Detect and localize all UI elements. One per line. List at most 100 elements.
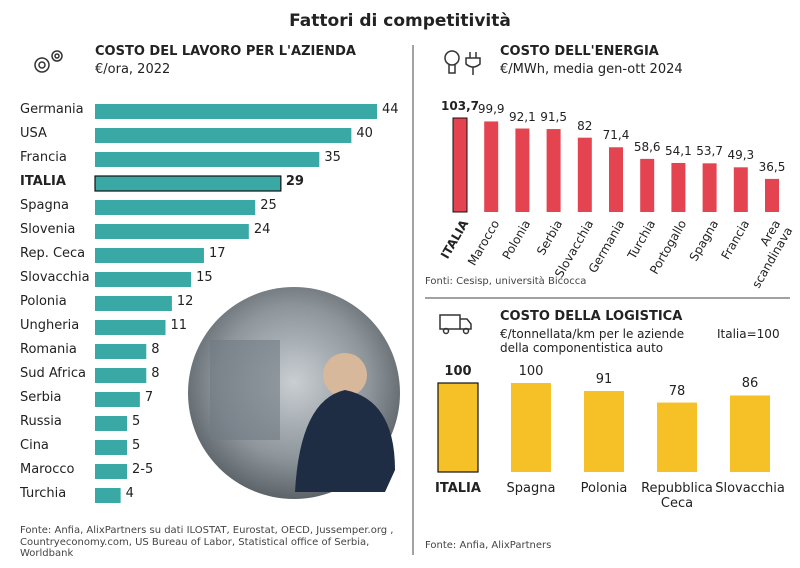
category-label: Serbia [20, 390, 62, 405]
value-label: 53,7 [696, 144, 723, 159]
category-label: Ungheria [20, 318, 80, 333]
bar [95, 224, 249, 239]
bar [95, 488, 121, 503]
value-label: 92,1 [509, 109, 536, 124]
energy-icon [444, 50, 481, 75]
bar [452, 117, 468, 213]
value-label: 54,1 [665, 143, 692, 158]
category-label: Slovenia [20, 222, 76, 237]
bar [511, 383, 551, 472]
category-label: ITALIA [435, 481, 481, 496]
bar [640, 158, 655, 212]
category-label: Slovacchia [715, 481, 785, 496]
value-label: 8 [151, 342, 160, 357]
value-label: 100 [444, 364, 472, 379]
bar [95, 248, 204, 263]
truck-icon [439, 314, 472, 335]
chart-title: COSTO DELLA LOGISTICA [500, 309, 683, 324]
bar [484, 121, 499, 212]
gear-icon [34, 50, 63, 73]
category-label: Marocco [20, 462, 75, 477]
chart-subtitle: €/tonnellata/km per le aziende della com… [500, 327, 685, 355]
value-label: 15 [196, 270, 213, 285]
bar [577, 137, 592, 212]
value-label: 17 [208, 246, 226, 261]
bar [437, 382, 479, 473]
value-label: 58,6 [633, 139, 661, 154]
category-label: Russia [20, 414, 62, 429]
bar [95, 320, 166, 335]
value-label: 5 [132, 438, 141, 453]
bar [546, 129, 561, 212]
page-title: Fattori di competitività [289, 11, 511, 31]
value-label: 35 [324, 150, 341, 165]
value-label: 86 [741, 376, 759, 392]
bar [730, 395, 770, 472]
source-note: Fonte: Anfia, AlixPartners su dati ILOST… [20, 525, 394, 559]
category-label: Germania [20, 102, 84, 117]
category-label: USA [20, 126, 47, 141]
bar [702, 163, 717, 212]
bar [95, 200, 256, 215]
value-label: 91 [595, 372, 613, 387]
chart-title: COSTO DEL LAVORO PER L'AZIENDA [95, 44, 356, 59]
bar [95, 344, 147, 359]
category-label: Spagna [506, 481, 556, 496]
category-label: Sud Africa [20, 366, 86, 381]
value-label: 12 [176, 294, 194, 309]
value-label: 103,7 [441, 99, 479, 113]
category-label: Francia [20, 150, 67, 165]
value-label: 99,9 [477, 102, 505, 117]
category-label: Cina [20, 438, 49, 453]
value-label: 24 [253, 222, 271, 237]
category-label: Rep. Ceca [20, 246, 86, 261]
bar [609, 147, 623, 212]
source-note: Fonti: Cesisp, università Bicocca [425, 276, 587, 287]
bar [95, 464, 128, 479]
value-label: 44 [382, 102, 399, 117]
bar [95, 272, 192, 287]
value-label: 4 [125, 486, 134, 501]
category-label: Slovacchia [20, 270, 90, 285]
value-label: 78 [668, 383, 686, 399]
bar [95, 104, 377, 119]
value-label: 91,5 [540, 110, 567, 125]
value-label: 5 [132, 414, 141, 429]
bar [765, 178, 779, 212]
value-label: 82 [577, 118, 593, 133]
value-label: 49,3 [727, 148, 755, 163]
category-label: Polonia [20, 294, 67, 309]
value-label: 8 [151, 366, 160, 381]
chart-note: Italia=100 [717, 327, 780, 341]
value-label: 36,5 [758, 159, 786, 174]
chart-subtitle: €/ora, 2022 [95, 62, 171, 77]
bar [95, 152, 320, 167]
category-label: Spagna [20, 198, 69, 213]
photo [188, 287, 400, 499]
bar [515, 128, 530, 212]
value-label: 100 [518, 364, 544, 379]
category-label: Romania [20, 342, 77, 357]
category-label: ITALIA [20, 174, 66, 189]
source-note: Fonte: Anfia, AlixPartners [425, 540, 552, 551]
value-label: 40 [356, 126, 373, 141]
bar [95, 368, 147, 383]
bar [584, 391, 624, 472]
bar [95, 296, 172, 311]
bar [671, 162, 686, 212]
category-label: Polonia [580, 481, 628, 496]
category-label: Repubblica Ceca [641, 481, 713, 511]
value-label: 7 [144, 390, 154, 405]
bar [95, 440, 128, 455]
value-label: 25 [260, 198, 277, 213]
category-label: Turchia [20, 486, 67, 501]
bar [657, 402, 697, 472]
value-label: 11 [170, 318, 188, 333]
value-label: 29 [285, 174, 304, 189]
bar [95, 128, 352, 143]
bar [95, 416, 128, 431]
chart-title: COSTO DELL'ENERGIA [500, 44, 659, 59]
bar [95, 392, 140, 407]
